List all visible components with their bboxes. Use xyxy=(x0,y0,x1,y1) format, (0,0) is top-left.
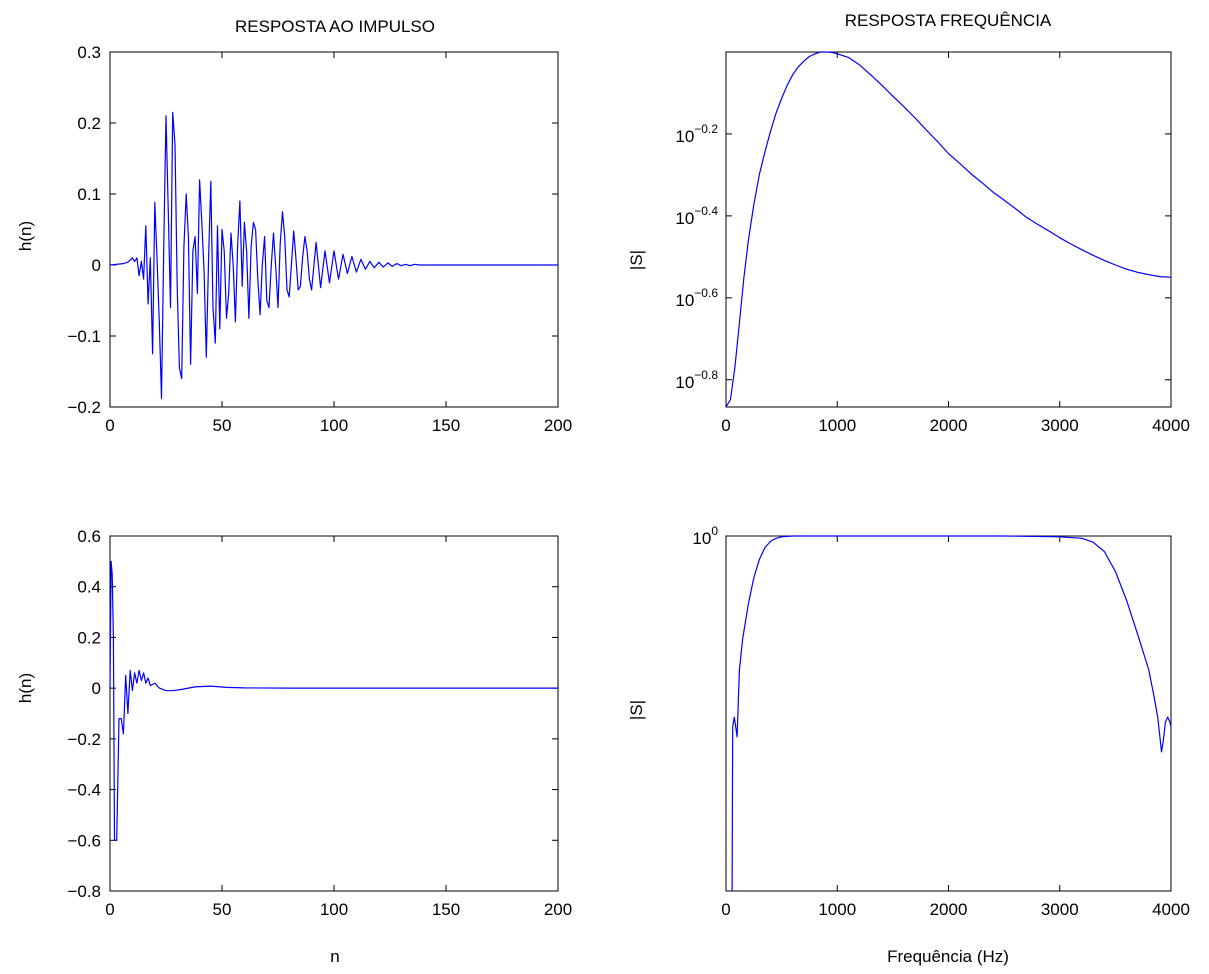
x-tick-label: 3000 xyxy=(1041,416,1079,435)
y-tick-label: 10−0.4 xyxy=(675,204,718,228)
x-tick-label: 0 xyxy=(721,900,730,919)
x-tick-label: 150 xyxy=(432,416,460,435)
y-tick-label-base: 10 xyxy=(675,127,694,146)
y-tick-label: 100 xyxy=(692,524,718,548)
panel-title: RESPOSTA AO IMPULSO xyxy=(235,17,435,36)
x-axis-label: Frequência (Hz) xyxy=(887,947,1009,966)
y-tick-label: −0.1 xyxy=(67,327,101,346)
y-tick-label-exponent: −0.8 xyxy=(694,368,718,382)
x-tick-label: 0 xyxy=(105,416,114,435)
y-tick-label: 10−0.6 xyxy=(675,286,718,310)
y-axis-label: |S| xyxy=(627,250,646,270)
y-axis-label: h(n) xyxy=(16,673,35,703)
y-tick-label-base: 10 xyxy=(675,209,694,228)
series-line xyxy=(109,560,558,841)
x-tick-label: 4000 xyxy=(1152,900,1190,919)
x-axis-label: n xyxy=(330,947,339,966)
y-tick-label: −0.6 xyxy=(67,831,101,850)
x-tick-label: 100 xyxy=(320,900,348,919)
series-line xyxy=(731,535,1172,892)
x-tick-label: 200 xyxy=(544,900,572,919)
y-tick-label-exponent: −0.4 xyxy=(694,204,718,218)
x-tick-label: 0 xyxy=(721,416,730,435)
y-axis-label: |S| xyxy=(627,700,646,720)
x-tick-label: 2000 xyxy=(930,416,968,435)
y-tick-label: 0.2 xyxy=(77,114,101,133)
x-tick-label: 4000 xyxy=(1152,416,1190,435)
y-tick-label: −0.4 xyxy=(67,781,101,800)
y-tick-label-base: 10 xyxy=(692,529,711,548)
y-tick-label-base: 10 xyxy=(675,373,694,392)
y-tick-label: 0.6 xyxy=(77,527,101,546)
panel-freq-top: RESPOSTA FREQUÊNCIA |S| 0 1000 2000 3000 400… xyxy=(627,11,1190,435)
y-tick-label-exponent: −0.2 xyxy=(694,122,718,136)
y-tick-label: −0.2 xyxy=(67,730,101,749)
y-tick-label: 0 xyxy=(92,256,101,275)
y-tick-label: −0.2 xyxy=(67,398,101,417)
x-tick-label: 3000 xyxy=(1041,900,1079,919)
tick-group: 0 50 100 150 200 −0.2 −0.1 0 0.1 0.2 0.3 xyxy=(67,43,572,435)
y-tick-label: 0.2 xyxy=(77,628,101,647)
y-axis-label: h(n) xyxy=(16,221,35,251)
x-tick-label: 200 xyxy=(544,416,572,435)
y-tick-label: −0.8 xyxy=(67,882,101,901)
y-tick-label: 0.4 xyxy=(77,578,101,597)
x-tick-label: 150 xyxy=(432,900,460,919)
y-tick-label: 0.3 xyxy=(77,43,101,62)
y-tick-label: 10−0.8 xyxy=(675,368,718,392)
x-tick-label: 50 xyxy=(213,900,232,919)
tick-group: 0 50 100 150 200 −0.8 −0.6 −0.4 −0.2 0 0.2 0.4 0.6 xyxy=(67,527,572,919)
y-tick-label: 0.1 xyxy=(77,185,101,204)
x-tick-label: 50 xyxy=(213,416,232,435)
y-tick-label-base: 10 xyxy=(675,291,694,310)
x-tick-label: 100 xyxy=(320,416,348,435)
x-tick-label: 1000 xyxy=(818,416,856,435)
series-line xyxy=(109,111,558,400)
tick-group: 0 1000 2000 3000 400010−0.810−0.610−0.410−0.… xyxy=(675,52,1190,435)
y-tick-label-exponent: −0.6 xyxy=(694,286,718,300)
panel-impulse-bottom: h(n) n 0 50 100 150 200−0.8−0.6−0.4−0.200.20… xyxy=(16,527,572,966)
x-tick-label: 0 xyxy=(105,900,114,919)
panel-impulse-top: RESPOSTA AO IMPULSO h(n) 0 50 100 150 200 −0.… xyxy=(16,17,572,435)
x-tick-label: 2000 xyxy=(930,900,968,919)
x-tick-label: 1000 xyxy=(818,900,856,919)
panel-title: RESPOSTA FREQUÊNCIA xyxy=(845,11,1052,30)
y-tick-label: 0 xyxy=(92,679,101,698)
y-tick-label-exponent: 0 xyxy=(711,524,718,538)
y-tick-label: 10−0.2 xyxy=(675,122,718,146)
series-line xyxy=(725,51,1172,408)
